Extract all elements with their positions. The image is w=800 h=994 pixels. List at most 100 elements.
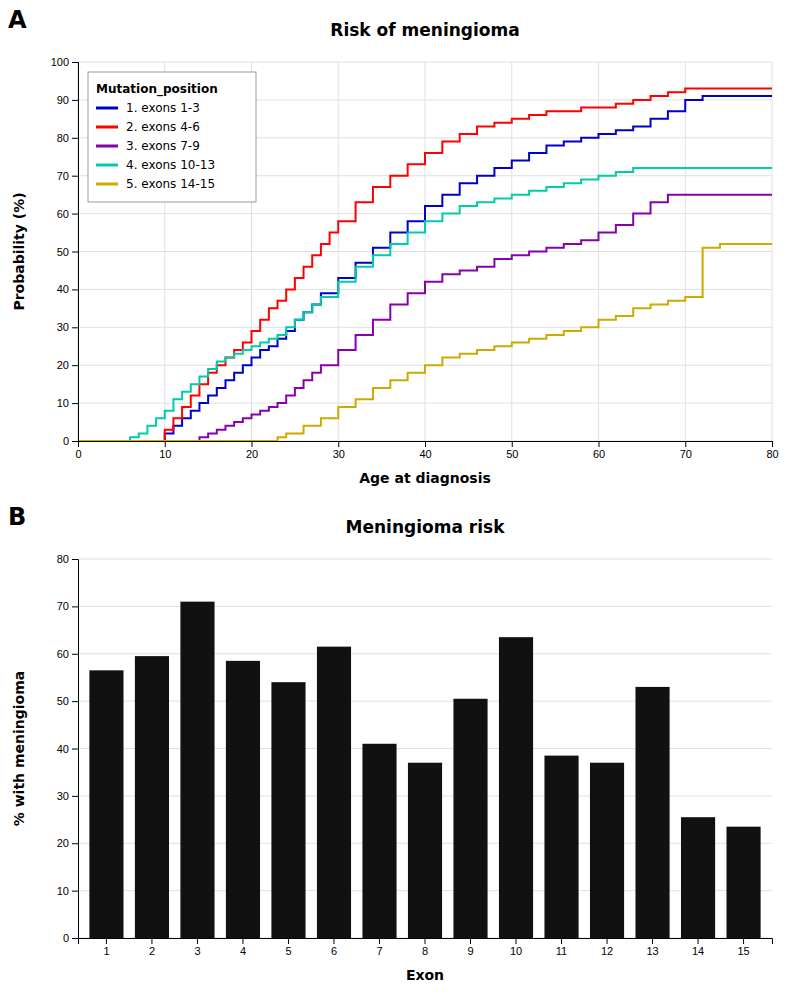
tick: 60 bbox=[593, 441, 605, 460]
tick-mark bbox=[698, 938, 699, 944]
legend-swatch bbox=[96, 164, 118, 167]
bar bbox=[590, 763, 624, 938]
tick-mark bbox=[72, 606, 78, 607]
tick-label: 20 bbox=[246, 448, 258, 460]
tick-mark bbox=[72, 289, 78, 290]
tick-label: 1 bbox=[103, 945, 109, 957]
tick: 70 bbox=[57, 600, 78, 612]
tick-mark bbox=[288, 938, 289, 944]
legend-label: 1. exons 1-3 bbox=[126, 101, 200, 115]
tick-mark bbox=[242, 938, 243, 944]
tick: 6 bbox=[331, 938, 337, 957]
legend-swatch bbox=[96, 107, 118, 110]
axis-line bbox=[72, 63, 79, 442]
tick: 10 bbox=[57, 885, 78, 897]
bar bbox=[453, 699, 487, 938]
tick-mark bbox=[72, 403, 78, 404]
tick-label: 60 bbox=[593, 448, 605, 460]
tick: 7 bbox=[376, 938, 382, 957]
tick-label: 20 bbox=[57, 837, 69, 849]
tick-label: 7 bbox=[376, 945, 382, 957]
tick-mark bbox=[106, 938, 107, 944]
tick: 40 bbox=[419, 441, 431, 460]
tick: 8 bbox=[422, 938, 428, 957]
tick-label: 3 bbox=[194, 945, 200, 957]
tick-mark bbox=[72, 252, 78, 253]
grid-line bbox=[598, 62, 599, 441]
bar bbox=[362, 744, 396, 938]
tick-mark bbox=[685, 441, 686, 447]
title: Meningioma risk bbox=[346, 517, 506, 537]
tick-mark bbox=[72, 214, 78, 215]
tick-label: 15 bbox=[737, 945, 749, 957]
tick-label: 6 bbox=[331, 945, 337, 957]
tick-label: 40 bbox=[57, 283, 69, 295]
panel-label: A bbox=[8, 6, 27, 34]
bar bbox=[135, 656, 169, 938]
legend-label: 3. exons 7-9 bbox=[126, 139, 200, 153]
tick: 50 bbox=[506, 441, 518, 460]
tick: 9 bbox=[467, 938, 473, 957]
tick-mark bbox=[333, 938, 334, 944]
tick-label: 80 bbox=[57, 132, 69, 144]
legend-title: Mutation_position bbox=[96, 82, 218, 97]
tick-label: 4 bbox=[240, 945, 246, 957]
tick-mark bbox=[197, 938, 198, 944]
tick: 20 bbox=[57, 359, 78, 371]
tick-mark bbox=[425, 441, 426, 447]
tick-label: 90 bbox=[57, 94, 69, 106]
tick-mark bbox=[599, 441, 600, 447]
tick: 80 bbox=[57, 132, 78, 144]
tick-mark bbox=[72, 843, 78, 844]
tick: 90 bbox=[57, 94, 78, 106]
grid bbox=[78, 62, 772, 441]
tick: 40 bbox=[57, 743, 78, 755]
tick-label: 5 bbox=[285, 945, 291, 957]
tick: 14 bbox=[692, 938, 704, 957]
tick: 60 bbox=[57, 208, 78, 220]
tick: 50 bbox=[57, 695, 78, 707]
bar bbox=[499, 637, 533, 938]
tick: 10 bbox=[159, 441, 171, 460]
tick-label: 9 bbox=[467, 945, 473, 957]
tick: 10 bbox=[510, 938, 522, 957]
tick-label: 30 bbox=[57, 790, 69, 802]
tick-label: 50 bbox=[57, 246, 69, 258]
grid-line bbox=[425, 62, 426, 441]
tick-mark bbox=[72, 654, 78, 655]
tick-label: 80 bbox=[766, 448, 778, 460]
tick-mark bbox=[72, 938, 78, 939]
tick: 13 bbox=[646, 938, 658, 957]
bar bbox=[271, 682, 305, 938]
tick-mark bbox=[72, 559, 78, 560]
tick: 60 bbox=[57, 648, 78, 660]
figure: 0 10 20 30 40 50 60 70 80 Mutation_position 1. exo… bbox=[0, 0, 800, 994]
tick: 3 bbox=[194, 938, 200, 957]
tick-mark bbox=[72, 796, 78, 797]
grid-line bbox=[772, 62, 773, 441]
tick: 0 bbox=[75, 441, 81, 460]
legend-swatch bbox=[96, 145, 118, 148]
title: Risk of meningioma bbox=[330, 20, 519, 40]
tick-label: 20 bbox=[57, 359, 69, 371]
bar bbox=[635, 687, 669, 938]
grid bbox=[78, 62, 772, 441]
x-axis: 01020304050607080 bbox=[75, 441, 778, 460]
tick-label: 70 bbox=[57, 600, 69, 612]
y-axis: 0102030405060708090100 bbox=[51, 56, 79, 447]
tick: 100 bbox=[51, 56, 78, 68]
panel: 12345678910111213141501020304050607080BM… bbox=[8, 503, 773, 983]
tick-label: 10 bbox=[159, 448, 171, 460]
legend-swatch bbox=[96, 126, 118, 129]
tick-mark bbox=[151, 938, 152, 944]
step-line bbox=[78, 96, 772, 441]
tick: 50 bbox=[57, 246, 78, 258]
tick-mark bbox=[72, 441, 78, 442]
tick-mark bbox=[165, 441, 166, 447]
tick-label: 50 bbox=[506, 448, 518, 460]
tick: 80 bbox=[57, 553, 78, 565]
axis-line bbox=[72, 560, 79, 939]
panel: 01020304050607080Mutation_position1. exo… bbox=[8, 6, 779, 486]
bar bbox=[408, 763, 442, 938]
legend: Mutation_position1. exons 1-32. exons 4-… bbox=[88, 72, 256, 202]
